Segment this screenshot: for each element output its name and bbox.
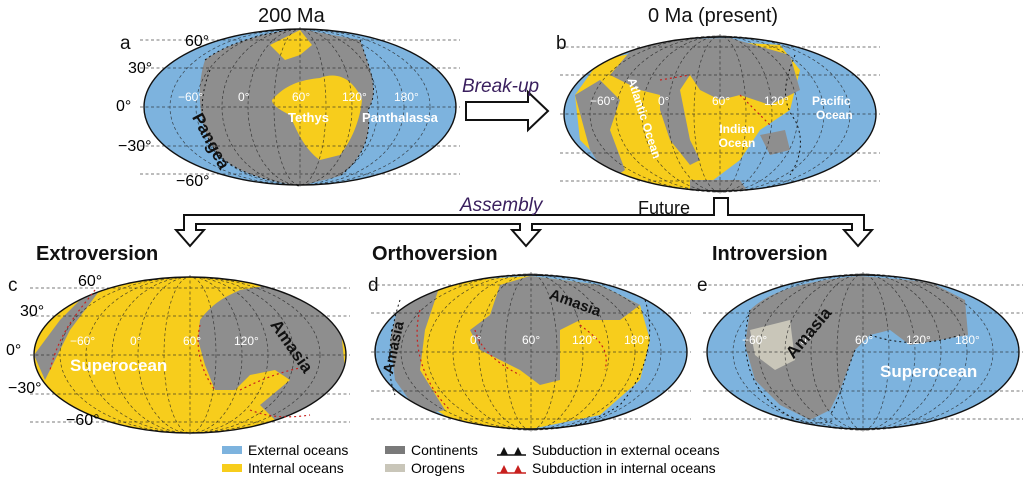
lon-tick: 120° [764, 94, 789, 108]
lon-tick: 60° [292, 90, 311, 104]
lon-tick: −60° [742, 333, 768, 347]
lat-tick: 60° [185, 33, 210, 50]
label-tethys: Tethys [288, 110, 329, 125]
lon-tick: 0° [130, 334, 142, 348]
lat-tick: 0° [116, 98, 132, 115]
scenario-orthoversion: Orthoversion [372, 243, 498, 265]
legend-continents: Continents [411, 442, 478, 458]
label-pacific-2: Ocean [816, 108, 853, 122]
label-superocean: Superocean [70, 356, 168, 375]
lat-tick: −30° [118, 138, 152, 155]
breakup-label: Break-up [462, 76, 540, 97]
lon-tick: −60° [70, 334, 96, 348]
panel-c-letter: c [8, 275, 18, 296]
lon-tick: 0° [470, 333, 482, 347]
legend-external-oceans: External oceans [248, 442, 349, 458]
future-label: Future [638, 198, 691, 218]
lon-tick: 180° [955, 333, 980, 347]
map-panel-a [139, 26, 461, 188]
legend-orogens: Orogens [411, 460, 465, 476]
lon-tick: 180° [394, 90, 419, 104]
lon-tick: 0° [658, 94, 670, 108]
lon-tick: 60° [522, 333, 541, 347]
panel-d-letter: d [368, 275, 379, 296]
subduction-external-icon [497, 447, 526, 456]
lon-tick: 120° [906, 333, 931, 347]
lon-tick: −60° [178, 90, 204, 104]
panel-b-title: 0 Ma (present) [648, 5, 779, 27]
map-panel-d [370, 271, 692, 433]
label-superocean: Superocean [880, 362, 978, 381]
lon-tick: 60° [183, 334, 202, 348]
scenario-introversion: Introversion [712, 243, 828, 265]
map-panel-c [29, 274, 351, 436]
label-panthalassa: Panthalassa [362, 110, 438, 125]
panel-b-letter: b [556, 33, 567, 54]
lat-tick: −60° [176, 173, 210, 190]
lat-tick: 0° [6, 342, 22, 359]
label-pacific-1: Pacific [812, 94, 851, 108]
lon-tick: 180° [624, 333, 649, 347]
map-panel-e [702, 271, 1024, 433]
lon-tick: 120° [572, 333, 597, 347]
map-panel-b [559, 33, 881, 195]
panel-e-letter: e [697, 275, 708, 296]
lon-tick: 0° [238, 90, 250, 104]
lon-tick: −60° [590, 94, 616, 108]
lat-tick: 60° [78, 273, 103, 290]
lon-tick: 120° [342, 90, 367, 104]
scenario-extroversion: Extroversion [36, 243, 159, 265]
lon-tick: 60° [855, 333, 874, 347]
legend-subduction-internal: Subduction in internal oceans [532, 460, 716, 476]
legend-internal-oceans: Internal oceans [248, 460, 344, 476]
lon-tick: 120° [234, 334, 259, 348]
breakup-arrow [465, 89, 550, 133]
lat-tick: −60° [66, 412, 100, 429]
lat-tick: −30° [8, 380, 42, 397]
lat-tick: 30° [20, 303, 45, 320]
legend-subduction-external: Subduction in external oceans [532, 442, 720, 458]
panel-a-title: 200 Ma [258, 5, 325, 27]
subduction-internal-icon [497, 465, 526, 474]
assembly-label: Assembly [460, 195, 543, 216]
lon-tick: 60° [712, 94, 731, 108]
lon-tick: 0° [800, 333, 812, 347]
assembly-arrows [173, 197, 875, 248]
label-indian: Indian Ocean [718, 122, 756, 150]
lat-tick: 30° [128, 60, 153, 77]
panel-a-letter: a [120, 33, 131, 54]
legend-swatches [222, 446, 526, 474]
